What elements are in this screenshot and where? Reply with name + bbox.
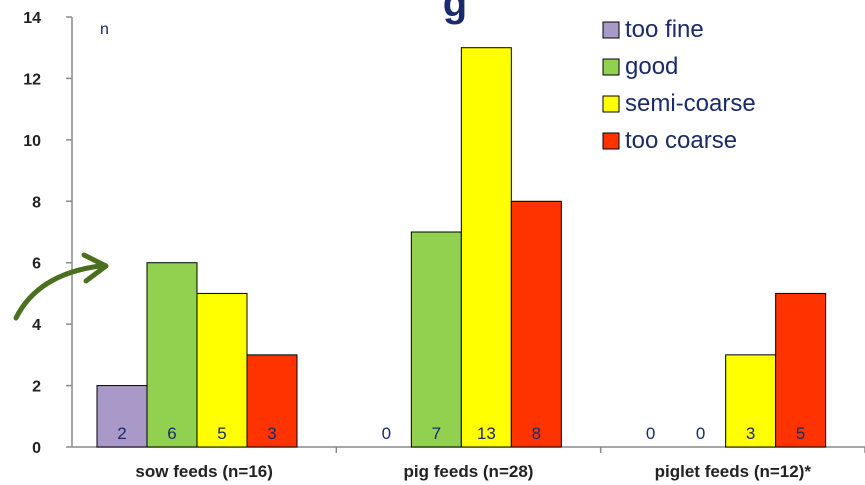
x-axis-ticks: sow feeds (n=16) pig feeds (n=28) piglet f… <box>135 447 865 481</box>
bar <box>725 354 777 448</box>
y-tick-label: 10 <box>23 133 41 150</box>
bars <box>96 47 827 448</box>
x-tick-label: sow feeds (n=16) <box>135 462 272 481</box>
data-label: 0 <box>646 424 655 443</box>
legend: too fine good semi-coarse too coarse <box>602 16 756 154</box>
y-tick-label: 4 <box>32 317 41 334</box>
y-tick-label: 0 <box>32 440 41 457</box>
bar <box>246 354 298 448</box>
data-label: 6 <box>167 424 176 443</box>
data-label: 0 <box>696 424 705 443</box>
x-tick-label: piglet feeds (n=12)* <box>655 462 812 481</box>
y-unit-label: n <box>100 21 109 38</box>
data-label: 8 <box>532 424 541 443</box>
arrow-head <box>81 252 109 284</box>
x-tick-label: pig feeds (n=28) <box>404 462 534 481</box>
legend-swatch <box>602 132 620 150</box>
y-tick-label: 6 <box>32 256 41 273</box>
data-label: 0 <box>382 424 391 443</box>
bar <box>196 292 248 448</box>
data-label: 5 <box>217 424 226 443</box>
bar <box>460 47 512 448</box>
data-labels: 2 0 0 6 7 0 5 13 3 3 8 5 <box>117 424 805 443</box>
legend-swatch <box>602 21 620 39</box>
y-tick-label: 12 <box>23 71 41 88</box>
bar <box>410 231 462 448</box>
legend-label: good <box>625 53 678 80</box>
bar <box>775 292 827 448</box>
curved-arrow-icon <box>13 252 109 321</box>
data-label: 3 <box>746 424 755 443</box>
legend-swatch <box>602 95 620 113</box>
data-label: 3 <box>267 424 276 443</box>
legend-label: too coarse <box>625 127 737 154</box>
legend-label: semi-coarse <box>625 90 756 117</box>
bar <box>96 385 148 448</box>
chart-title-fragment: g <box>443 0 467 25</box>
data-label: 7 <box>432 424 441 443</box>
legend-label: too fine <box>625 16 704 43</box>
y-tick-label: 8 <box>32 194 41 211</box>
arrow-shaft <box>13 263 103 321</box>
bar <box>146 262 198 448</box>
data-label: 5 <box>796 424 805 443</box>
bar <box>510 200 562 448</box>
legend-swatch <box>602 58 620 76</box>
data-label: 13 <box>477 424 496 443</box>
y-tick-label: 2 <box>32 379 41 396</box>
y-tick-label: 14 <box>23 10 41 27</box>
data-label: 2 <box>117 424 126 443</box>
y-axis-ticks: 0 2 4 6 8 10 12 14 <box>23 10 72 457</box>
